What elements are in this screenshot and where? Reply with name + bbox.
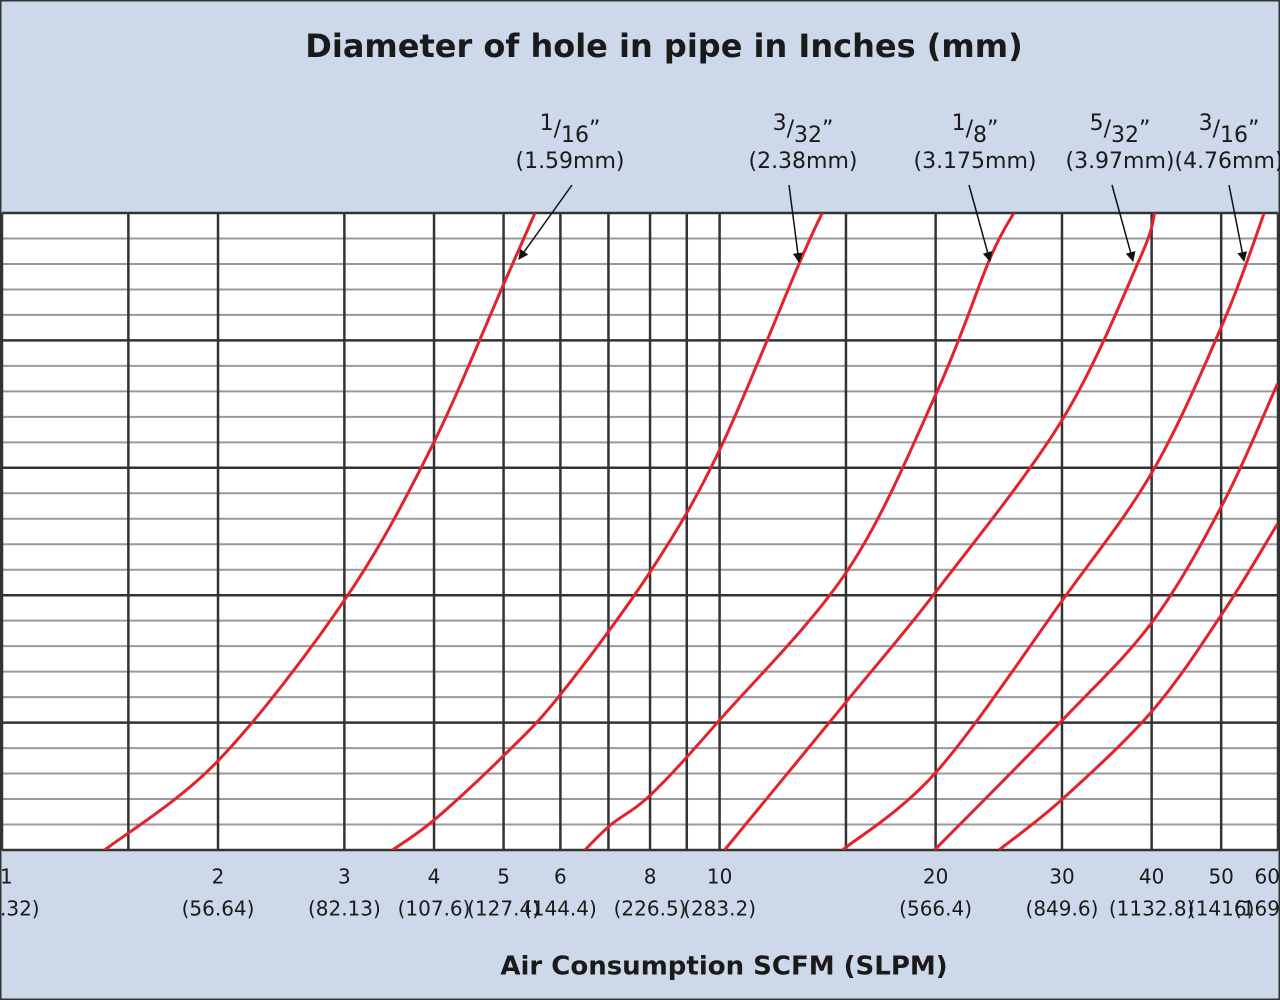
x-tick-label: 60 — [1255, 865, 1280, 889]
curve — [583, 213, 1016, 850]
x-tick-sublabel: (56.64) — [182, 897, 255, 921]
x-axis-title: Air Consumption SCFM (SLPM) — [500, 952, 947, 982]
x-tick-sublabel: (1416) — [1188, 897, 1255, 921]
series-size-label: (2.38mm) — [748, 149, 857, 174]
x-tick-label: 6 — [554, 865, 567, 889]
x-tick-sublabel: (1132.8) — [1109, 897, 1195, 921]
curves — [103, 213, 1278, 850]
x-tick-label: 3 — [338, 865, 351, 889]
arrow — [1111, 184, 1136, 262]
x-tick-label: 40 — [1139, 865, 1164, 889]
arrow — [968, 184, 993, 262]
x-tick-sublabel: (127.4) — [467, 897, 540, 921]
series-size-label: (4.76mm) — [1174, 149, 1280, 174]
curve — [997, 523, 1278, 850]
curve — [933, 383, 1278, 850]
series-label: 3/16” — [1199, 111, 1260, 148]
chart-title: Diameter of hole in pipe in Inches (mm) — [305, 27, 1022, 65]
curve — [841, 213, 1266, 850]
curve — [103, 213, 537, 850]
arrow — [1228, 184, 1248, 262]
x-tick-sublabel: (144.4) — [524, 897, 597, 921]
x-tick-sublabel: (107.6) — [398, 897, 471, 921]
x-tick-label: 2 — [212, 865, 225, 889]
x-tick-label: 5 — [497, 865, 510, 889]
x-tick-sublabel: .32) — [0, 897, 40, 921]
x-tick-sublabel: (226.5) — [614, 897, 687, 921]
series-size-label: (3.175mm) — [913, 149, 1036, 174]
arrow — [518, 184, 573, 260]
series-size-label: (1.59mm) — [515, 149, 624, 174]
curve — [391, 213, 824, 850]
series-label: 1/16” — [540, 111, 601, 148]
series-size-label: (3.97mm) — [1065, 149, 1174, 174]
x-tick-sublabel: (283.2) — [683, 897, 756, 921]
series-label: 3/32” — [773, 111, 834, 148]
x-tick-label: 1 — [0, 865, 13, 889]
x-tick-label: 50 — [1208, 865, 1233, 889]
x-tick-sublabel: (169 — [1234, 897, 1280, 921]
x-tick-label: 10 — [707, 865, 732, 889]
series-label: 5/32” — [1090, 111, 1151, 148]
series-label: 1/8” — [952, 111, 999, 148]
arrow — [788, 184, 803, 263]
x-tick-sublabel: (849.6) — [1026, 897, 1099, 921]
x-tick-label: 4 — [428, 865, 441, 889]
x-tick-sublabel: (566.4) — [899, 897, 972, 921]
x-tick-label: 8 — [644, 865, 657, 889]
labels: 1/16”(1.59mm) 3/32”(2.38mm) 1/8”(3.175mm) 5… — [515, 111, 1280, 263]
curve — [723, 213, 1157, 850]
plot-area — [2, 213, 1278, 850]
x-tick-label: 30 — [1049, 865, 1074, 889]
x-tick-label: 20 — [923, 865, 948, 889]
x-tick-sublabel: (82.13) — [308, 897, 381, 921]
